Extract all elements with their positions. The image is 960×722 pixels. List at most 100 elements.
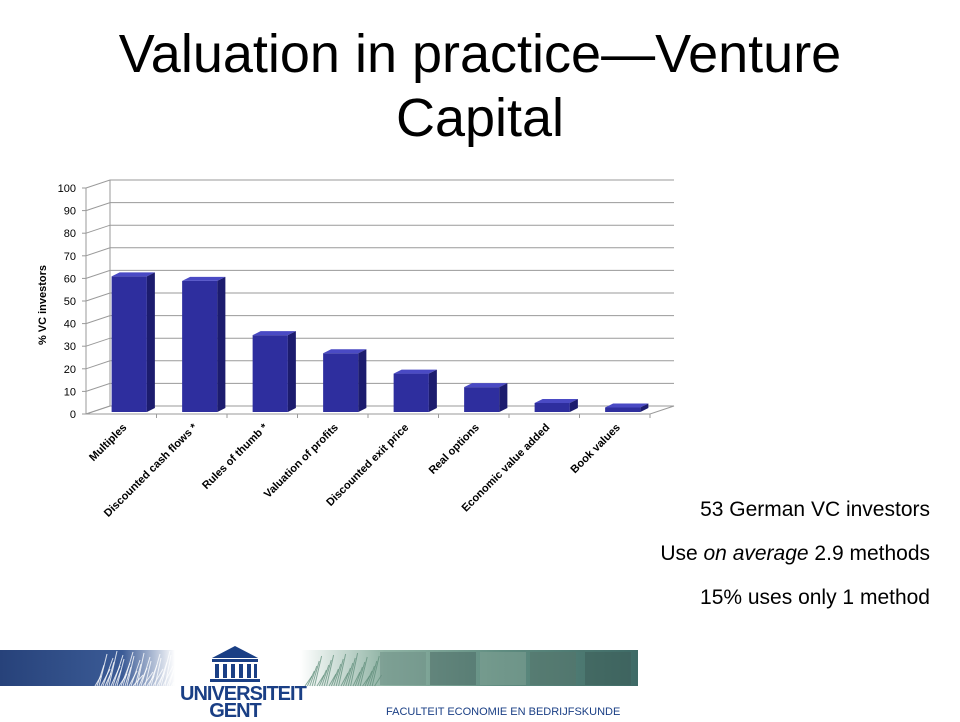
- bar: [111, 272, 155, 412]
- y-tick-label: 100: [58, 183, 76, 195]
- bar-front: [464, 387, 500, 412]
- bar-top: [605, 403, 649, 408]
- bar-side: [640, 403, 649, 412]
- grass-blade: [122, 651, 134, 687]
- title-line-1: Valuation in practice—Venture: [118, 24, 842, 84]
- bar: [605, 403, 649, 412]
- grass-blade: [136, 652, 145, 687]
- bar-side: [499, 383, 508, 412]
- photo-tile: [480, 652, 526, 685]
- university-building-icon: [210, 646, 260, 682]
- grass-blade: [347, 657, 356, 687]
- bar: [393, 369, 437, 412]
- grass-blade: [162, 665, 174, 687]
- grass-blade: [152, 668, 164, 687]
- x-tick-label: Rules of thumb *: [200, 421, 271, 492]
- y-tick-label: 10: [64, 386, 76, 398]
- grass-blade: [126, 655, 135, 687]
- note-investors: 53 German VC investors: [700, 498, 930, 521]
- grass-blade: [102, 657, 114, 687]
- y-axis-label: % VC investors: [37, 265, 49, 345]
- grass-blade: [164, 654, 172, 687]
- photo-tile: [530, 652, 576, 685]
- note-methods: Use on average 2.9 methods: [660, 542, 930, 566]
- y-axis-ticks: 0 10 20 30 40 50 60 70 80 90 100: [58, 183, 76, 421]
- y-tick-label: 40: [64, 319, 76, 331]
- grass-blade: [316, 674, 325, 687]
- bar-side: [358, 349, 367, 412]
- grass-blade: [323, 659, 332, 687]
- grass-blade: [130, 659, 141, 687]
- bar-front: [534, 402, 570, 412]
- grass-blade: [333, 663, 342, 687]
- gridline: [85, 382, 674, 392]
- bar-front: [605, 407, 641, 412]
- bar-top: [464, 383, 508, 388]
- y-tick-label: 90: [64, 206, 76, 218]
- x-tick-label: Multiples: [87, 422, 129, 464]
- grass-blade: [306, 670, 315, 687]
- y-tick-label: 20: [64, 364, 76, 376]
- university-wordmark: UNIVERSITEIT GENT: [180, 683, 307, 722]
- grass-blade: [314, 655, 323, 687]
- grass-blade: [340, 672, 349, 687]
- y-tick-label: 0: [70, 409, 76, 421]
- footer-banner: [0, 646, 638, 687]
- grass-blade: [330, 668, 339, 687]
- photo-tile: [585, 652, 631, 685]
- grass-blade: [338, 653, 347, 687]
- bar-top: [534, 398, 578, 403]
- bar: [534, 398, 578, 412]
- x-tick-label: Discounted exit price: [324, 422, 411, 509]
- y-tick-label: 70: [64, 251, 76, 263]
- grass-blade: [144, 660, 152, 687]
- bar: [464, 383, 508, 412]
- grass-blade: [154, 657, 162, 687]
- grass-blade: [366, 665, 375, 687]
- grass-blade: [328, 673, 337, 687]
- grass-blade: [342, 667, 351, 687]
- faculty-name: FACULTEIT ECONOMIE EN BEDRIJFSKUNDE: [386, 706, 621, 718]
- grass-blade: [98, 653, 108, 687]
- gridline: [85, 315, 674, 325]
- grass-blade: [134, 663, 142, 687]
- y-tick-label: 30: [64, 341, 76, 353]
- gridline: [85, 202, 674, 212]
- grass-blade: [335, 658, 344, 687]
- grass-blade: [354, 666, 363, 687]
- footer-left-strip: [0, 650, 175, 686]
- grass-blade: [321, 664, 330, 687]
- grass-blade: [108, 650, 118, 687]
- bar: [323, 349, 367, 412]
- gridline: [85, 337, 674, 347]
- bar-side: [146, 272, 155, 412]
- bar-front: [323, 353, 359, 412]
- x-tick-label: Valuation of profits: [262, 422, 341, 501]
- note-methods-pre: Use: [660, 542, 704, 565]
- bar-front: [393, 373, 429, 412]
- grass-blade: [150, 653, 161, 687]
- grass-blade: [352, 671, 361, 687]
- bar-top: [111, 272, 155, 277]
- bar-side: [569, 398, 578, 412]
- grass-blade: [350, 652, 359, 687]
- brand-line-2: GENT: [209, 700, 262, 722]
- note-methods-emphasis: on average: [703, 542, 809, 565]
- y-tick-label: 80: [64, 228, 76, 240]
- chart-floor: [85, 405, 675, 415]
- grass-blade: [369, 660, 378, 687]
- grass-blade: [124, 666, 132, 687]
- bar-side: [217, 276, 226, 412]
- grass-blade: [364, 670, 373, 687]
- grass-blade: [116, 658, 125, 687]
- chart-bars: [111, 272, 649, 412]
- bar-front: [182, 280, 218, 412]
- bar: [182, 276, 226, 412]
- grass-blade: [309, 665, 318, 687]
- grass-blade: [326, 654, 335, 687]
- bar-top: [182, 276, 226, 281]
- grass-blade: [357, 661, 366, 687]
- brand-line-1: UNIVERSITEIT: [180, 683, 307, 705]
